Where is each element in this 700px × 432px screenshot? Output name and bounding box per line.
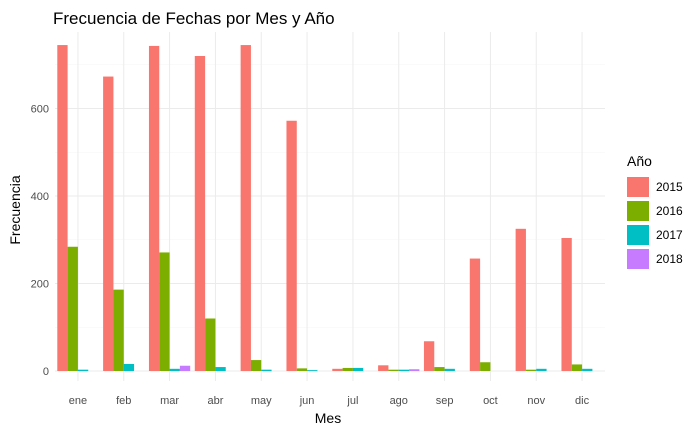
- x-tick-labels: ene feb mar abr may jun jul ago sep oct nov dic: [69, 395, 590, 407]
- bar-jul-2016: [342, 367, 353, 371]
- legend-swatch-2017: [627, 225, 649, 245]
- bar-ene-2015: [57, 45, 68, 371]
- bar-may-2015: [240, 45, 251, 371]
- x-axis-title: Mes: [315, 410, 341, 426]
- bar-may-2017: [261, 369, 272, 371]
- x-tick-label: may: [251, 395, 272, 407]
- legend-title: Año: [627, 153, 652, 169]
- bar-dic-2017: [582, 368, 593, 371]
- bar-abr-2015: [194, 56, 206, 371]
- legend: Año 2015 2016 2017 2018: [627, 153, 683, 269]
- x-tick-label: feb: [116, 395, 131, 407]
- bar-feb-2015: [103, 76, 114, 371]
- bar-feb-2016: [113, 289, 124, 371]
- bar-abr-2016: [205, 318, 216, 371]
- bar-ene-2016: [67, 246, 78, 371]
- legend-label: 2016: [656, 204, 683, 218]
- bar-mar-2016: [159, 252, 170, 371]
- x-tick-label: sep: [436, 395, 454, 407]
- chart-title: Frecuencia de Fechas por Mes y Año: [53, 9, 335, 28]
- x-tick-label: dic: [575, 395, 590, 407]
- bar-jul-2017: [352, 367, 364, 371]
- y-tick-label: 600: [31, 104, 49, 116]
- bar-abr-2017: [215, 367, 226, 371]
- bar-mar-2015: [148, 45, 160, 371]
- bar-may-2016: [250, 360, 262, 371]
- x-tick-label: nov: [527, 395, 545, 407]
- bar-dic-2016: [571, 364, 583, 371]
- bar-jun-2015: [286, 120, 297, 371]
- x-tick-label: mar: [160, 395, 179, 407]
- legend-swatch-2016: [627, 201, 649, 221]
- bar-nov-2016: [525, 369, 537, 371]
- bar-mar-2017: [169, 368, 180, 371]
- x-tick-label: ene: [69, 395, 87, 407]
- bar-ago-2015: [378, 365, 389, 371]
- x-tick-label: abr: [207, 395, 223, 407]
- bar-oct-2016: [480, 362, 491, 371]
- bar-sep-2015: [423, 341, 435, 371]
- bar-mar-2018: [179, 365, 191, 371]
- bar-sep-2016: [434, 367, 445, 371]
- bar-nov-2015: [515, 228, 526, 371]
- y-axis-title: Frecuencia: [7, 175, 23, 244]
- bar-ago-2018: [409, 369, 420, 371]
- bar-sep-2017: [444, 368, 455, 371]
- bar-oct-2015: [469, 258, 481, 371]
- x-tick-label: oct: [483, 395, 498, 407]
- y-tick-label: 400: [31, 191, 49, 203]
- y-tick-label: 0: [43, 366, 49, 378]
- legend-swatch-2015: [627, 177, 649, 197]
- legend-label: 2015: [656, 180, 683, 194]
- y-tick-label: 200: [31, 279, 49, 291]
- legend-label: 2018: [656, 252, 683, 266]
- legend-swatch-2018: [627, 249, 649, 269]
- bar-feb-2017: [123, 364, 135, 371]
- bar-dic-2015: [561, 238, 572, 371]
- bar-jul-2015: [332, 368, 343, 371]
- bar-jun-2016: [296, 368, 308, 371]
- x-tick-label: jul: [346, 395, 358, 407]
- legend-label: 2017: [656, 228, 683, 242]
- y-tick-labels: 0 200 400 600: [31, 104, 49, 379]
- x-tick-label: ago: [390, 395, 408, 407]
- bar-ago-2016: [388, 369, 399, 371]
- x-tick-label: jun: [299, 395, 315, 407]
- bar-nov-2017: [536, 368, 547, 371]
- bar-ago-2017: [398, 369, 410, 371]
- bars: [57, 45, 593, 371]
- bar-ene-2017: [77, 369, 89, 371]
- grid: [55, 32, 605, 381]
- bar-jun-2017: [307, 370, 318, 371]
